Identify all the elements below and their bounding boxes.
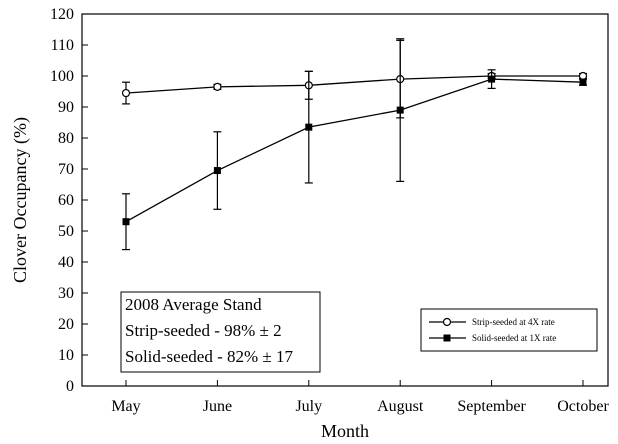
x-tick-label: August [377, 398, 424, 415]
data-point-solid [305, 123, 313, 131]
data-point-strip [121, 88, 131, 98]
legend: Strip-seeded at 4X rate Solid-seeded at … [420, 308, 598, 352]
stand-annotation: 2008 Average Stand Strip-seeded - 98% ± … [120, 291, 321, 373]
x-tick-label: September [457, 398, 526, 415]
y-axis: 0 10 20 30 40 50 60 70 80 90 100 110 120 [50, 6, 88, 395]
data-point-solid [213, 167, 221, 175]
x-axis-title: Month [321, 421, 369, 441]
stand-annotation-box [120, 291, 321, 373]
y-tick-label: 60 [58, 192, 74, 209]
y-tick-label: 80 [58, 130, 74, 147]
legend-label-solid: Solid-seeded at 1X rate [472, 333, 556, 343]
y-tick-label: 70 [58, 161, 74, 178]
data-point-solid [579, 78, 587, 86]
x-axis: May June July August September October [111, 380, 609, 415]
series-layer [121, 38, 588, 251]
data-point-strip [578, 71, 588, 81]
stand-annotation-title: 2008 Average Stand [125, 295, 262, 314]
y-tick-label: 120 [50, 6, 74, 23]
y-axis-title: Clover Occupancy (%) [10, 117, 31, 283]
y-tick-label: 90 [58, 99, 74, 116]
stand-annotation-strip: Strip-seeded - 98% ± 2 [125, 321, 282, 340]
data-point-solid [396, 106, 404, 114]
data-point-strip [213, 82, 222, 91]
x-tick-label: May [111, 398, 140, 415]
y-tick-label: 50 [58, 223, 74, 240]
series-line [125, 78, 584, 223]
series-strip-seeded [121, 39, 588, 119]
y-tick-label: 40 [58, 254, 74, 271]
y-tick-label: 0 [66, 378, 74, 395]
y-tick-label: 100 [50, 68, 74, 85]
x-tick-label: June [203, 398, 232, 415]
legend-box [420, 308, 598, 352]
data-point-solid [122, 218, 130, 226]
y-tick-label: 110 [51, 37, 74, 54]
x-tick-label: July [295, 398, 322, 415]
y-tick-label: 20 [58, 316, 74, 333]
y-tick-label: 30 [58, 285, 74, 302]
y-tick-label: 10 [58, 347, 74, 364]
data-point-solid [488, 75, 496, 83]
legend-marker-strip [442, 317, 452, 327]
x-tick-label: October [557, 398, 609, 415]
stand-annotation-solid: Solid-seeded - 82% ± 17 [125, 347, 293, 366]
series-solid-seeded [122, 38, 587, 251]
legend-label-strip: Strip-seeded at 4X rate [472, 317, 555, 327]
legend-marker-solid [443, 334, 451, 342]
series-line [125, 75, 583, 94]
